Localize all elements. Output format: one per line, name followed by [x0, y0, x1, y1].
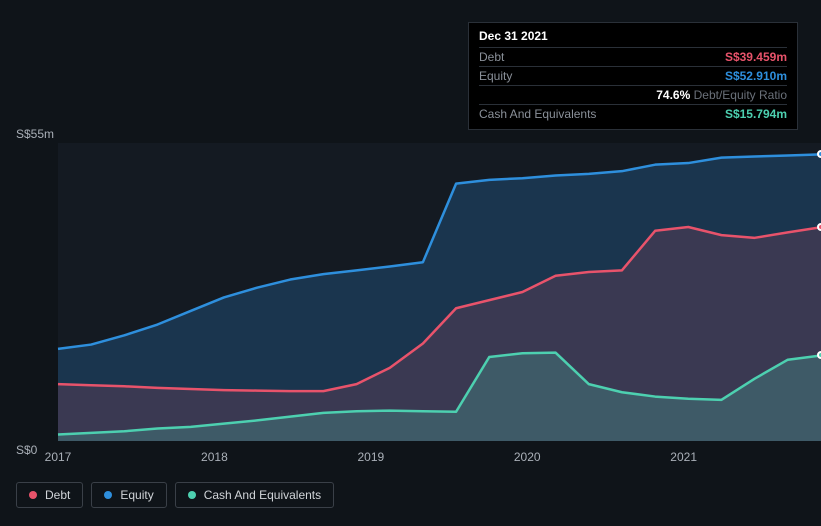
legend-item[interactable]: Cash And Equivalents — [175, 482, 334, 508]
legend-item[interactable]: Debt — [16, 482, 83, 508]
hover-dot — [817, 351, 821, 359]
legend: Debt Equity Cash And Equivalents — [16, 482, 334, 508]
legend-dot-icon — [29, 491, 37, 499]
legend-item[interactable]: Equity — [91, 482, 166, 508]
chart-area[interactable]: S$55m S$0 — [16, 143, 821, 441]
x-tick: 2017 — [45, 450, 72, 464]
legend-label: Cash And Equivalents — [204, 488, 321, 502]
tooltip-row: Debt S$39.459m — [479, 47, 787, 66]
tooltip-label: Equity — [479, 69, 512, 83]
tooltip-value: S$39.459m — [725, 50, 787, 64]
tooltip-rows: Debt S$39.459m Equity S$52.910m 74.6% Debt/E… — [479, 47, 787, 123]
y-axis-max: S$55m — [16, 127, 56, 141]
tooltip-label: Cash And Equivalents — [479, 107, 596, 121]
tooltip-row: Equity S$52.910m — [479, 66, 787, 85]
legend-label: Debt — [45, 488, 70, 502]
legend-label: Equity — [120, 488, 153, 502]
tooltip-value-wrap: S$39.459m — [725, 50, 787, 64]
hover-dot — [817, 150, 821, 158]
x-tick: 2018 — [201, 450, 228, 464]
tooltip-suffix: Debt/Equity Ratio — [690, 88, 787, 102]
legend-dot-icon — [104, 491, 112, 499]
tooltip-value: S$52.910m — [725, 69, 787, 83]
x-tick: 2020 — [514, 450, 541, 464]
hover-dot — [817, 223, 821, 231]
tooltip-value-wrap: 74.6% Debt/Equity Ratio — [656, 88, 787, 102]
x-tick: 2019 — [357, 450, 384, 464]
x-tick: 2021 — [670, 450, 697, 464]
legend-dot-icon — [188, 491, 196, 499]
chart-tooltip: Dec 31 2021 Debt S$39.459m Equity S$52.910m… — [468, 22, 798, 130]
tooltip-label: Debt — [479, 50, 504, 64]
tooltip-date: Dec 31 2021 — [479, 29, 787, 47]
tooltip-value: 74.6% — [656, 88, 690, 102]
tooltip-row: 74.6% Debt/Equity Ratio — [479, 85, 787, 104]
chart-svg — [16, 143, 821, 441]
tooltip-value: S$15.794m — [725, 107, 787, 121]
tooltip-value-wrap: S$15.794m — [725, 107, 787, 121]
tooltip-row: Cash And Equivalents S$15.794m — [479, 104, 787, 123]
tooltip-value-wrap: S$52.910m — [725, 69, 787, 83]
